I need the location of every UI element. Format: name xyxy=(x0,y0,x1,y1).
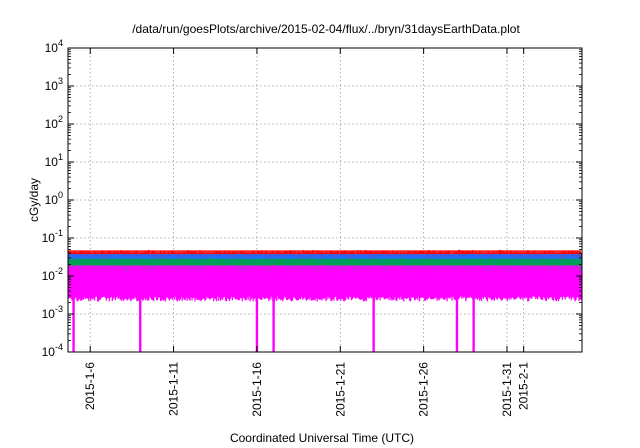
dropout-spike xyxy=(139,291,142,352)
ticks xyxy=(68,47,582,353)
dropout-spike xyxy=(72,291,75,352)
y-tick-label: 10-3 xyxy=(42,304,63,321)
dropout-spike xyxy=(472,291,475,352)
x-tick-labels: 2015-1-6 2015-1-11 2015-1-16 2015-1-21 2015-… xyxy=(83,362,530,417)
y-tick-label: 102 xyxy=(45,114,63,131)
y-tick-labels: 10-4 10-3 10-2 10-1 100 101 102 103 104 xyxy=(42,38,63,359)
x-tick-label: 2015-1-26 xyxy=(417,362,431,417)
x-tick-label: 2015-1-21 xyxy=(333,362,347,417)
y-tick-label: 104 xyxy=(45,38,63,55)
x-tick-label: 2015-1-11 xyxy=(167,362,181,416)
y-tick-label: 10-2 xyxy=(42,266,63,283)
x-axis-title: Coordinated Universal Time (UTC) xyxy=(230,431,414,445)
y-tick-label: 10-4 xyxy=(42,342,63,359)
y-tick-label: 103 xyxy=(45,76,63,93)
x-tick-label: 2015-1-6 xyxy=(83,362,97,410)
x-tick-label: 2015-1-31 xyxy=(500,362,514,417)
series-band xyxy=(69,265,581,296)
x-tick-label: 2015-1-16 xyxy=(250,362,264,417)
dropout-spike xyxy=(455,291,459,352)
y-axis-title: cGy/day xyxy=(27,178,41,222)
dropout-spike xyxy=(272,291,275,352)
dropout-spike xyxy=(372,291,375,352)
y-tick-label: 100 xyxy=(45,190,63,207)
x-tick-label: 2015-2-1 xyxy=(517,362,531,410)
chart-title: /data/run/goesPlots/archive/2015-02-04/f… xyxy=(132,22,520,36)
y-tick-label: 101 xyxy=(45,152,63,169)
dropout-spike xyxy=(255,291,259,352)
y-tick-label: 10-1 xyxy=(42,228,63,245)
